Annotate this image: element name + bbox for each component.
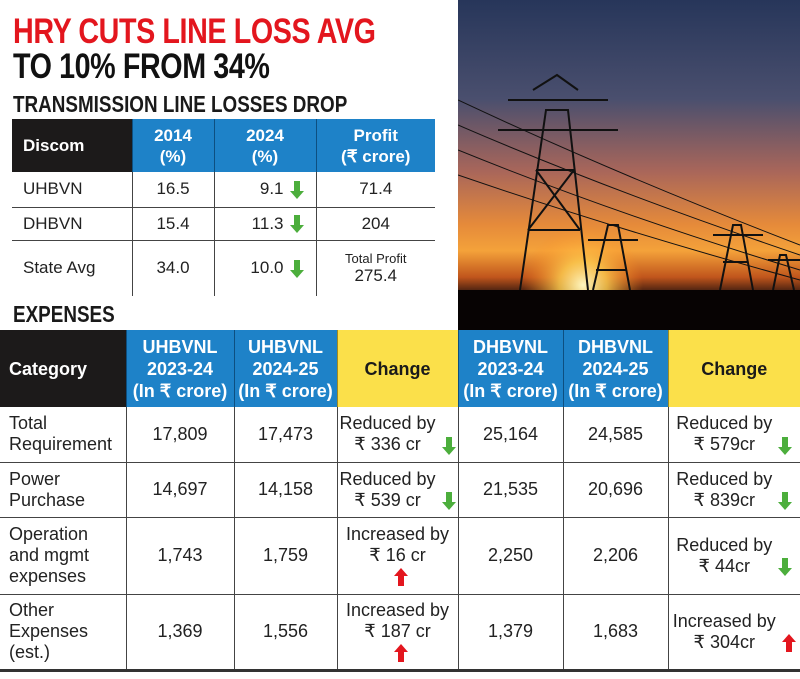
header-uhbvnl-2023-24: UHBVNL 2023-24 (In ₹ crore) <box>125 330 234 407</box>
loss-2014: 15.4 <box>131 207 214 241</box>
dhbvnl-change: Reduced by ₹ 579cr <box>676 413 773 455</box>
uhbvnl-2024-25: 14,158 <box>233 462 337 518</box>
header-profit: Profit (₹ crore) <box>315 119 435 172</box>
dhbvnl-2024-25: 2,206 <box>562 517 668 595</box>
dhbvnl-change: Reduced by ₹ 44cr <box>676 534 773 576</box>
total-profit-label: Total Profit <box>345 250 407 266</box>
uhbvnl-change-cell: Reduced by ₹ 539 cr <box>336 462 458 518</box>
dhbvnl-2024-25: 20,696 <box>562 462 668 518</box>
category-name: Operation and mgmt expenses <box>0 517 126 595</box>
category-name: Power Purchase <box>0 462 126 518</box>
profit-cell: Total Profit 275.4 <box>315 240 435 296</box>
uhbvnl-change: Reduced by ₹ 539 cr <box>339 468 436 510</box>
arrow-down-icon <box>289 180 304 199</box>
loss-2024: 11.3 <box>251 213 284 233</box>
profit-value: 275.4 <box>354 265 398 285</box>
arrow-down-icon <box>778 491 793 510</box>
loss-2024-cell: 11.3 <box>213 207 316 241</box>
category-name: Total Requirement <box>0 407 126 463</box>
expenses-row: Total Requirement 17,809 17,473 Reduced by … <box>0 407 800 463</box>
expenses-section-title: EXPENSES <box>13 301 115 327</box>
header-2024: 2024 (%) <box>213 119 316 172</box>
loss-section-title: TRANSMISSION LINE LOSSES DROP <box>13 91 348 117</box>
uhbvnl-change-cell: Increased by ₹ 187 cr <box>336 594 458 672</box>
expenses-row: Power Purchase 14,697 14,158 Reduced by ₹ 5… <box>0 462 800 518</box>
dhbvnl-change-cell: Reduced by ₹ 839cr <box>667 462 800 518</box>
uhbvnl-change-cell: Increased by ₹ 16 cr <box>336 517 458 595</box>
arrow-down-icon <box>778 557 793 576</box>
loss-2014: 16.5 <box>131 172 214 208</box>
dhbvnl-change-cell: Reduced by ₹ 579cr <box>667 407 800 463</box>
uhbvnl-2024-25: 17,473 <box>233 407 337 463</box>
header-dhbvnl-change: Change <box>667 330 800 407</box>
uhbvnl-2023-24: 17,809 <box>125 407 234 463</box>
loss-2014: 34.0 <box>131 240 214 296</box>
discom-name: State Avg <box>23 258 96 278</box>
arrow-up-icon <box>393 644 408 663</box>
loss-2024-cell: 9.1 <box>213 172 316 208</box>
arrow-down-icon <box>441 491 456 510</box>
headline-line1: HRY CUTS LINE LOSS AVG <box>13 12 376 51</box>
header-2014: 2014 (%) <box>131 119 214 172</box>
uhbvnl-2024-25: 1,759 <box>233 517 337 595</box>
arrow-down-icon <box>441 436 456 455</box>
dhbvnl-2024-25: 24,585 <box>562 407 668 463</box>
profit-cell: 204 <box>315 207 435 241</box>
header-uhbvnl-2024-25: UHBVNL 2024-25 (In ₹ crore) <box>233 330 337 407</box>
dhbvnl-change-cell: Increased by ₹ 304cr <box>667 594 800 672</box>
uhbvnl-2023-24: 1,369 <box>125 594 234 672</box>
loss-2024: 10.0 <box>250 258 284 278</box>
arrow-up-icon <box>781 633 796 652</box>
header-discom: Discom <box>12 119 132 172</box>
headline-line2: TO 10% FROM 34% <box>13 47 270 86</box>
profit-cell: 71.4 <box>315 172 435 208</box>
arrow-down-icon <box>289 259 304 278</box>
line-loss-header-row: Discom 2014 (%) 2024 (%) Profit (₹ crore… <box>12 119 435 172</box>
discom-name: UHBVN <box>12 172 132 208</box>
line-loss-row: State Avg 34.0 10.0 Total Profit 275.4 <box>12 240 435 296</box>
uhbvnl-change: Increased by ₹ 16 cr <box>345 524 450 565</box>
header-dhbvnl-2023-24: DHBVNL 2023-24 (In ₹ crore) <box>457 330 563 407</box>
arrow-down-icon <box>289 215 304 234</box>
expenses-header-row: Category UHBVNL 2023-24 (In ₹ crore) UHB… <box>0 330 800 407</box>
pylons-sunset-photo <box>457 0 800 345</box>
discom-name: DHBVN <box>12 207 132 241</box>
dhbvnl-2023-24: 1,379 <box>457 594 563 672</box>
uhbvnl-2023-24: 1,743 <box>125 517 234 595</box>
expenses-row: Other Expenses (est.) 1,369 1,556 Increased… <box>0 594 800 672</box>
dhbvnl-change-cell: Reduced by ₹ 44cr <box>667 517 800 595</box>
expenses-table: Category UHBVNL 2023-24 (In ₹ crore) UHB… <box>0 330 800 672</box>
dhbvnl-2023-24: 25,164 <box>457 407 563 463</box>
expenses-row: Operation and mgmt expenses 1,743 1,759 Inc… <box>0 517 800 595</box>
profit-value: 204 <box>361 213 390 233</box>
uhbvnl-change-cell: Reduced by ₹ 336 cr <box>336 407 458 463</box>
loss-2024: 9.1 <box>259 179 284 199</box>
dhbvnl-change: Increased by ₹ 304cr <box>672 610 776 652</box>
header-dhbvnl-2024-25: DHBVNL 2024-25 (In ₹ crore) <box>562 330 668 407</box>
line-loss-row: DHBVN 15.4 11.3 204 <box>12 207 435 241</box>
uhbvnl-change: Increased by ₹ 187 cr <box>345 600 450 641</box>
header-uhbvnl-change: Change <box>336 330 458 407</box>
dhbvnl-change: Reduced by ₹ 839cr <box>676 468 773 510</box>
line-loss-row: UHBVN 16.5 9.1 71.4 <box>12 172 435 208</box>
arrow-down-icon <box>778 436 793 455</box>
profit-value: 71.4 <box>359 179 393 199</box>
dhbvnl-2024-25: 1,683 <box>562 594 668 672</box>
loss-2024-cell: 10.0 <box>213 240 316 296</box>
dhbvnl-2023-24: 21,535 <box>457 462 563 518</box>
header-category: Category <box>0 330 126 407</box>
line-loss-table: Discom 2014 (%) 2024 (%) Profit (₹ crore… <box>12 119 435 296</box>
uhbvnl-2024-25: 1,556 <box>233 594 337 672</box>
dhbvnl-2023-24: 2,250 <box>457 517 563 595</box>
uhbvnl-2023-24: 14,697 <box>125 462 234 518</box>
category-name: Other Expenses (est.) <box>0 594 126 672</box>
arrow-up-icon <box>393 568 408 587</box>
uhbvnl-change: Reduced by ₹ 336 cr <box>339 413 436 455</box>
